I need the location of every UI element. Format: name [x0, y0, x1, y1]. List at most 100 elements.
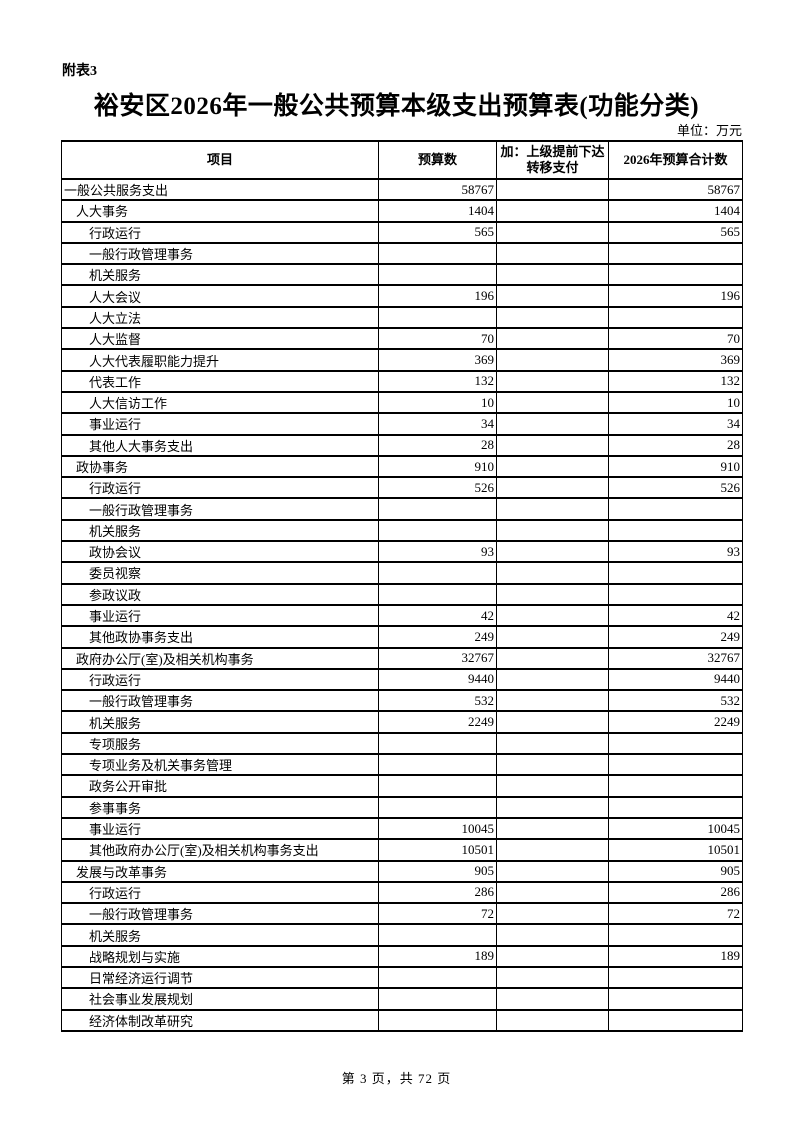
- budget-value-cell: 10: [378, 390, 497, 415]
- item-name-cell: 日常经济运行调节: [61, 965, 379, 990]
- budget-value-cell: 32767: [378, 646, 497, 670]
- table-row: 事业运行 34 34: [61, 412, 743, 436]
- total-value-cell: 58767: [608, 177, 743, 202]
- transfer-value-cell: [496, 710, 609, 734]
- budget-value-cell: [378, 561, 497, 585]
- item-name-cell: 一般公共服务支出: [61, 177, 379, 202]
- transfer-value-cell: [496, 540, 609, 564]
- item-name-cell: 事业运行: [61, 603, 379, 628]
- table-row: 事业运行 42 42: [61, 603, 743, 628]
- table-row: 人大监督 70 70: [61, 327, 743, 351]
- table-header: 项目 预算数 加：上级提前下达转移支付 2026年预算合计数: [61, 140, 743, 180]
- total-value-cell: 42: [608, 603, 743, 628]
- total-value-cell: [608, 987, 743, 1011]
- item-name-cell: 专项业务及机关事务管理: [61, 753, 379, 777]
- total-value-cell: [608, 753, 743, 777]
- transfer-value-cell: [496, 433, 609, 457]
- table-row: 其他政府办公厅(室)及相关机构事务支出 10501 10501: [61, 838, 743, 862]
- transfer-value-cell: [496, 731, 609, 756]
- item-name-cell: 行政运行: [61, 220, 379, 244]
- total-value-cell: [608, 497, 743, 521]
- transfer-value-cell: [496, 987, 609, 1011]
- table-row: 参事事务: [61, 795, 743, 819]
- budget-value-cell: 28: [378, 433, 497, 457]
- budget-value-cell: 10045: [378, 816, 497, 841]
- budget-table: 项目 预算数 加：上级提前下达转移支付 2026年预算合计数 一般公共服务支出 5…: [61, 140, 743, 1032]
- total-value-cell: 70: [608, 327, 743, 351]
- item-name-cell: 行政运行: [61, 667, 379, 692]
- total-value-cell: [608, 1008, 743, 1032]
- budget-value-cell: [378, 305, 497, 330]
- budget-value-cell: 58767: [378, 177, 497, 202]
- item-name-cell: 事业运行: [61, 412, 379, 436]
- total-value-cell: [608, 305, 743, 330]
- item-name-cell: 一般行政管理事务: [61, 241, 379, 266]
- budget-value-cell: [378, 753, 497, 777]
- transfer-value-cell: [496, 327, 609, 351]
- item-name-cell: 委员视察: [61, 561, 379, 585]
- total-value-cell: [608, 263, 743, 287]
- table-row: 人大信访工作 10 10: [61, 390, 743, 415]
- item-name-cell: 人大代表履职能力提升: [61, 348, 379, 372]
- header-total: 2026年预算合计数: [608, 140, 743, 180]
- budget-value-cell: 34: [378, 412, 497, 436]
- transfer-value-cell: [496, 561, 609, 585]
- total-value-cell: 189: [608, 944, 743, 968]
- total-value-cell: 565: [608, 220, 743, 244]
- table-row: 一般公共服务支出 58767 58767: [61, 177, 743, 202]
- total-value-cell: 286: [608, 880, 743, 905]
- table-row: 参政议政: [61, 582, 743, 606]
- table-row: 机关服务: [61, 923, 743, 947]
- transfer-value-cell: [496, 454, 609, 479]
- budget-value-cell: 526: [378, 476, 497, 500]
- item-name-cell: 事业运行: [61, 816, 379, 841]
- table-row: 行政运行 286 286: [61, 880, 743, 905]
- table-row: 代表工作 132 132: [61, 369, 743, 393]
- budget-value-cell: [378, 774, 497, 798]
- total-value-cell: 196: [608, 284, 743, 308]
- item-name-cell: 政协会议: [61, 540, 379, 564]
- header-budget: 预算数: [378, 140, 497, 180]
- table-row: 机关服务: [61, 263, 743, 287]
- appendix-label: 附表3: [62, 64, 97, 79]
- table-row: 政府办公厅(室)及相关机构事务 32767 32767: [61, 646, 743, 670]
- budget-value-cell: [378, 731, 497, 756]
- total-value-cell: 369: [608, 348, 743, 372]
- table-row: 行政运行 9440 9440: [61, 667, 743, 692]
- table-row: 经济体制改革研究: [61, 1008, 743, 1032]
- item-name-cell: 参事事务: [61, 795, 379, 819]
- total-value-cell: 72: [608, 902, 743, 926]
- table-row: 日常经济运行调节: [61, 965, 743, 990]
- transfer-value-cell: [496, 880, 609, 905]
- item-name-cell: 人大监督: [61, 327, 379, 351]
- budget-value-cell: 369: [378, 348, 497, 372]
- item-name-cell: 发展与改革事务: [61, 859, 379, 883]
- item-name-cell: 代表工作: [61, 369, 379, 393]
- item-name-cell: 政府办公厅(室)及相关机构事务: [61, 646, 379, 670]
- item-name-cell: 其他政协事务支出: [61, 625, 379, 649]
- transfer-value-cell: [496, 603, 609, 628]
- budget-value-cell: 9440: [378, 667, 497, 692]
- budget-value-cell: [378, 497, 497, 521]
- item-name-cell: 战略规划与实施: [61, 944, 379, 968]
- item-name-cell: 政务公开审批: [61, 774, 379, 798]
- item-name-cell: 经济体制改革研究: [61, 1008, 379, 1032]
- budget-value-cell: 93: [378, 540, 497, 564]
- total-value-cell: 32767: [608, 646, 743, 670]
- item-name-cell: 人大信访工作: [61, 390, 379, 415]
- total-value-cell: [608, 923, 743, 947]
- budget-value-cell: [378, 582, 497, 606]
- transfer-value-cell: [496, 753, 609, 777]
- total-value-cell: 132: [608, 369, 743, 393]
- budget-value-cell: 1404: [378, 199, 497, 223]
- budget-value-cell: 42: [378, 603, 497, 628]
- transfer-value-cell: [496, 774, 609, 798]
- transfer-value-cell: [496, 390, 609, 415]
- item-name-cell: 一般行政管理事务: [61, 689, 379, 713]
- total-value-cell: 1404: [608, 199, 743, 223]
- table-row: 战略规划与实施 189 189: [61, 944, 743, 968]
- budget-value-cell: [378, 1008, 497, 1032]
- table-row: 机关服务 2249 2249: [61, 710, 743, 734]
- budget-value-cell: [378, 987, 497, 1011]
- transfer-value-cell: [496, 284, 609, 308]
